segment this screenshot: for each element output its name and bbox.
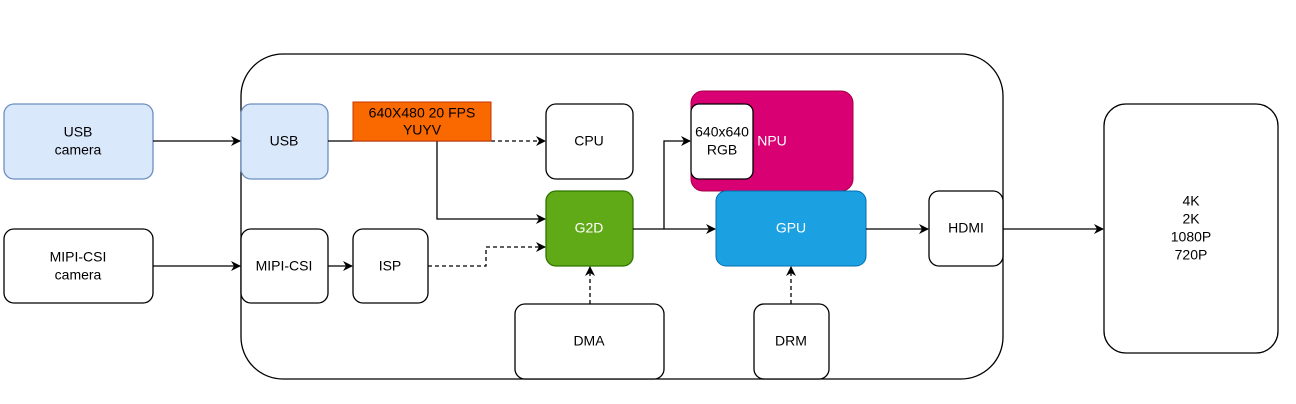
drm-node: DRM [753, 303, 830, 380]
isp-node: ISP [352, 228, 429, 304]
arrow-isp-g2d [428, 242, 546, 267]
gpu-label: GPU [776, 220, 806, 236]
npu-label: NPU [757, 133, 787, 149]
mipi-csi-node: MIPI-CSI [240, 228, 329, 304]
format-label: 640X480 20 FPS YUYV [352, 101, 492, 142]
cpu-node: CPU [545, 103, 634, 180]
display-node: 4K 2K 1080P 720P [1103, 103, 1279, 354]
usb-label: USB [270, 133, 299, 149]
usb-camera-label-1: USB [64, 124, 93, 140]
usb-camera-label-2: camera [55, 142, 102, 158]
display-res-720p: 720P [1175, 247, 1208, 263]
format-label-pixel-format: YUYV [403, 122, 442, 138]
dma-label: DMA [573, 333, 605, 349]
usb-node: USB [240, 103, 329, 180]
npu-input-label-1: 640x640 [695, 124, 749, 140]
usb-camera-node: USB camera [3, 103, 154, 180]
g2d-node: G2D [545, 190, 634, 267]
arrow-g2d-npu [663, 136, 691, 229]
drm-label: DRM [775, 333, 807, 349]
display-res-1080p: 1080P [1171, 229, 1211, 245]
mipi-csi-label: MIPI-CSI [256, 258, 313, 274]
dma-node: DMA [514, 303, 665, 380]
gpu-node: GPU [715, 190, 867, 267]
hdmi-label: HDMI [948, 220, 984, 236]
format-label-resolution: 640X480 20 FPS [369, 105, 476, 121]
display-res-4k: 4K [1182, 193, 1200, 209]
arrow-usb-g2d [436, 141, 546, 224]
hdmi-node: HDMI [928, 190, 1004, 267]
npu-node: NPU 640x640 RGB [690, 90, 854, 192]
mipi-camera-label-1: MIPI-CSI [50, 249, 107, 265]
g2d-label: G2D [575, 220, 604, 236]
mipi-camera-node: MIPI-CSI camera [3, 228, 154, 304]
isp-label: ISP [379, 258, 402, 274]
mipi-camera-label-2: camera [55, 267, 102, 283]
cpu-label: CPU [574, 133, 604, 149]
npu-input-label-2: RGB [707, 142, 737, 158]
display-res-2k: 2K [1182, 211, 1200, 227]
